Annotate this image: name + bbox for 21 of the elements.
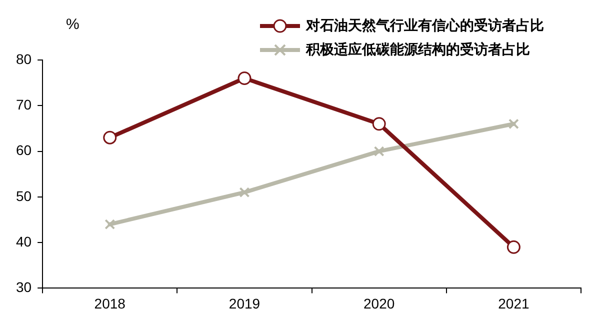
legend-label: 对石油天然气行业有信心的受访者占比 <box>306 17 544 35</box>
y-tick-label: 60 <box>16 142 32 158</box>
point <box>103 130 117 144</box>
legend-label: 积极适应低碳能源结构的受访者占比 <box>306 41 530 59</box>
point <box>508 118 519 130</box>
point <box>238 72 252 86</box>
y-axis-title: % <box>66 16 80 33</box>
y-tick-label: 50 <box>16 188 32 204</box>
x-tick-label: 2020 <box>364 295 395 312</box>
x-tick-label: 2019 <box>228 295 260 312</box>
point <box>104 219 116 230</box>
point <box>374 146 384 157</box>
x-tick-label: 2018 <box>94 295 126 312</box>
x-tick-label: 2021 <box>498 295 530 312</box>
y-tick-label: 70 <box>16 96 32 112</box>
point <box>372 117 386 131</box>
point <box>506 240 520 254</box>
y-tick-label: 30 <box>16 279 32 296</box>
y-tick-label: 80 <box>16 50 32 67</box>
point <box>239 187 250 198</box>
y-tick-label: 40 <box>16 233 32 250</box>
